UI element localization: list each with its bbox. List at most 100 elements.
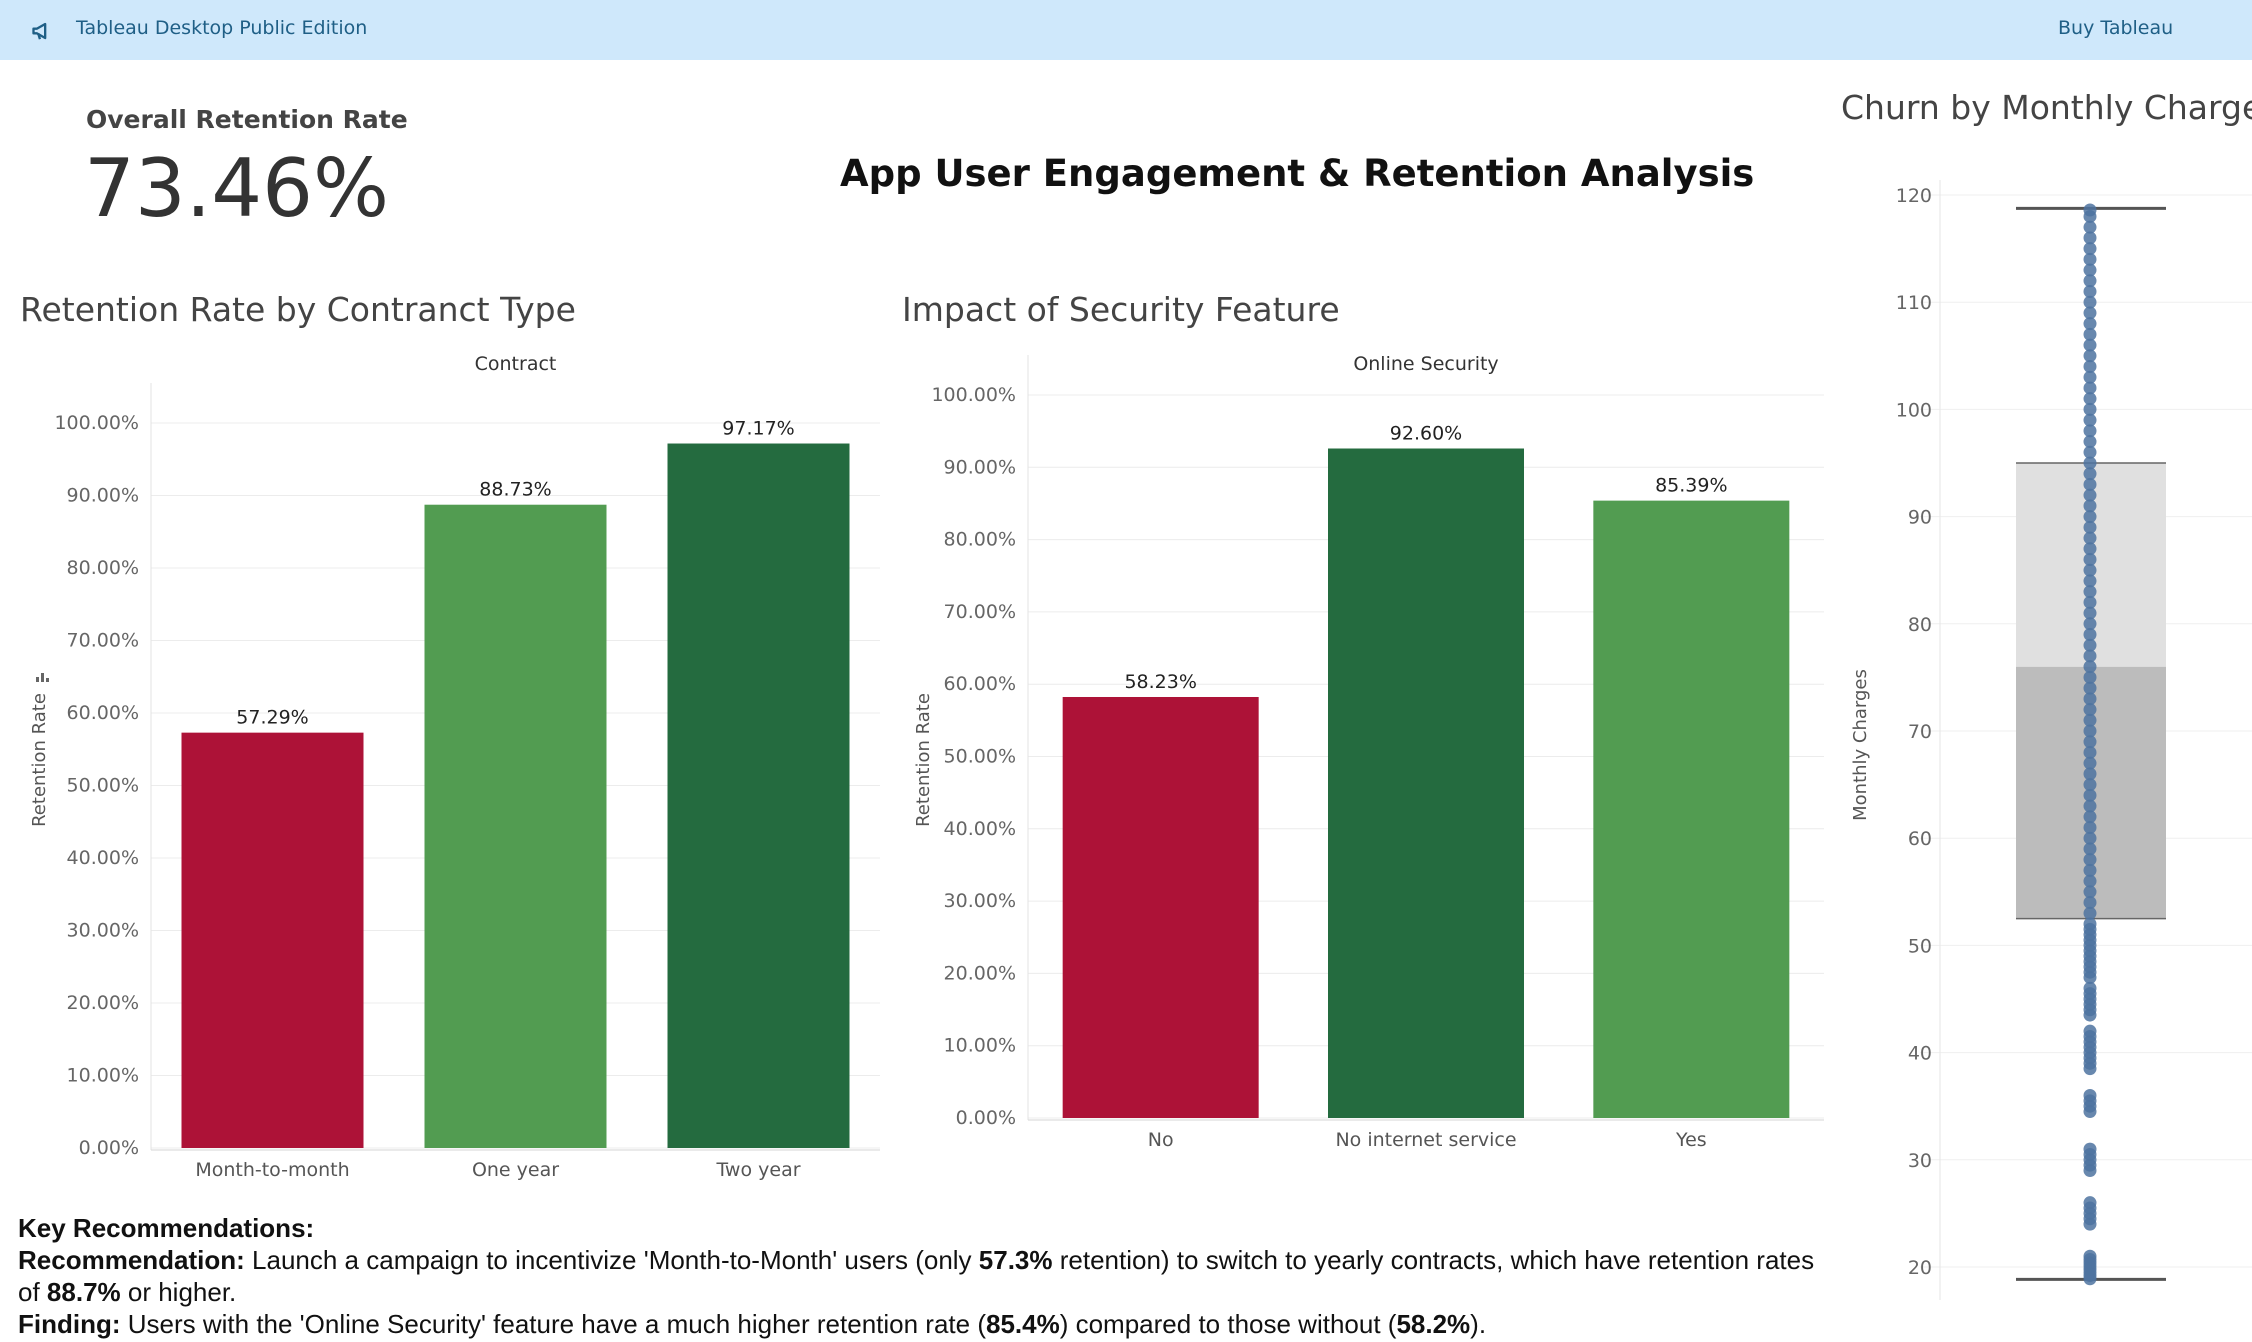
data-point — [2083, 703, 2097, 717]
y-axis-label: Retention Rate — [913, 693, 934, 827]
x-tick-label: One year — [472, 1159, 559, 1181]
recommendation-line: Recommendation: Launch a campaign to inc… — [18, 1245, 1815, 1307]
bar — [1062, 696, 1259, 1118]
x-tick-label: No — [1148, 1129, 1174, 1151]
data-point — [2083, 381, 2097, 395]
data-point — [2083, 670, 2097, 684]
data-point — [2083, 1249, 2097, 1263]
data-point — [2083, 317, 2097, 331]
data-point — [2083, 220, 2097, 234]
y-tick-label: 60.00% — [944, 673, 1016, 695]
data-point — [2083, 628, 2097, 642]
data-point — [2083, 456, 2097, 470]
y-axis-label: Retention Rate — [29, 693, 50, 827]
kpi-value: 73.46% — [84, 142, 390, 235]
x-tick-label: Two year — [715, 1159, 800, 1181]
data-point — [2083, 542, 2097, 556]
data-point — [2083, 1196, 2097, 1210]
data-point — [2083, 349, 2097, 363]
data-point — [2083, 203, 2097, 217]
recommendations-heading: Key Recommendations: — [18, 1213, 315, 1243]
data-point — [2083, 552, 2097, 566]
data-point — [2083, 831, 2097, 845]
data-point — [2083, 445, 2097, 459]
y-tick-label: 30 — [1908, 1150, 1932, 1172]
data-point — [2083, 745, 2097, 759]
sort-icon-bar — [46, 678, 49, 682]
data-point — [2083, 638, 2097, 652]
data-point — [2083, 778, 2097, 792]
y-tick-label: 90 — [1908, 507, 1932, 529]
y-tick-label: 20 — [1908, 1257, 1932, 1279]
data-point — [2083, 306, 2097, 320]
data-point — [2083, 863, 2097, 877]
y-tick-label: 70.00% — [67, 630, 139, 652]
bar — [424, 504, 607, 1148]
data-point — [2083, 467, 2097, 481]
data-point — [2083, 360, 2097, 374]
y-tick-label: 20.00% — [944, 962, 1016, 984]
data-point — [2083, 585, 2097, 599]
bar — [1593, 500, 1790, 1118]
data-point — [2083, 810, 2097, 824]
y-tick-label: 60 — [1908, 828, 1932, 850]
buy-tableau-link[interactable]: Buy Tableau — [2058, 17, 2174, 39]
data-point — [2083, 1142, 2097, 1156]
y-tick-label: 90.00% — [944, 456, 1016, 478]
data-point — [2083, 981, 2097, 995]
top-banner: Tableau Desktop Public Edition Buy Table… — [0, 0, 2252, 60]
data-point — [2083, 788, 2097, 802]
y-tick-label: 30.00% — [944, 890, 1016, 912]
y-tick-label: 70.00% — [944, 601, 1016, 623]
y-tick-label: 50.00% — [67, 775, 139, 797]
data-point — [2083, 896, 2097, 910]
data-point — [2083, 713, 2097, 727]
finding-line: Finding: Users with the 'Online Security… — [18, 1309, 1487, 1339]
data-label: 88.73% — [479, 479, 551, 501]
data-point — [2083, 424, 2097, 438]
data-point — [2083, 767, 2097, 781]
data-point — [2083, 724, 2097, 738]
data-point — [2083, 617, 2097, 631]
y-tick-label: 30.00% — [67, 920, 139, 942]
data-point — [2083, 606, 2097, 620]
y-tick-label: 120 — [1896, 185, 1932, 207]
data-point — [2083, 681, 2097, 695]
data-label: 58.23% — [1124, 671, 1196, 693]
data-point — [2083, 520, 2097, 534]
data-point — [2083, 649, 2097, 663]
y-tick-label: 100 — [1896, 399, 1932, 421]
data-point — [2083, 274, 2097, 288]
y-tick-label: 10.00% — [67, 1065, 139, 1087]
x-tick-label: Yes — [1675, 1129, 1707, 1151]
data-point — [2083, 370, 2097, 384]
dashboard-title: App User Engagement & Retention Analysis — [840, 152, 1755, 195]
y-tick-label: 80 — [1908, 614, 1932, 636]
data-label: 97.17% — [722, 418, 794, 440]
data-point — [2083, 295, 2097, 309]
data-point — [2083, 917, 2097, 931]
y-tick-label: 110 — [1896, 292, 1932, 314]
data-point — [2083, 885, 2097, 899]
megaphone-icon — [32, 22, 47, 40]
y-tick-label: 60.00% — [67, 702, 139, 724]
data-point — [2083, 327, 2097, 341]
data-point — [2083, 413, 2097, 427]
data-label: 57.29% — [236, 707, 308, 729]
data-point — [2083, 284, 2097, 298]
y-tick-label: 90.00% — [67, 485, 139, 507]
data-point — [2083, 477, 2097, 491]
x-tick-label: No internet service — [1335, 1129, 1516, 1151]
y-tick-label: 70 — [1908, 721, 1932, 743]
monthly-charges-boxplot: 20 30 40 50 60 70 80 90 100 110 120 Monthly Charges — [1850, 180, 2252, 1300]
y-tick-label: 100.00% — [931, 384, 1016, 406]
data-point — [2083, 874, 2097, 888]
contract-bar-chart: Contract 0.00% 10.00% 20.00% 30.00% 40.00% 50.… — [29, 353, 880, 1181]
data-point — [2083, 510, 2097, 524]
y-tick-label: 40 — [1908, 1043, 1932, 1065]
y-tick-label: 80.00% — [944, 529, 1016, 551]
data-point — [2083, 488, 2097, 502]
y-tick-label: 40.00% — [67, 847, 139, 869]
data-point — [2083, 842, 2097, 856]
y-tick-label: 80.00% — [67, 557, 139, 579]
